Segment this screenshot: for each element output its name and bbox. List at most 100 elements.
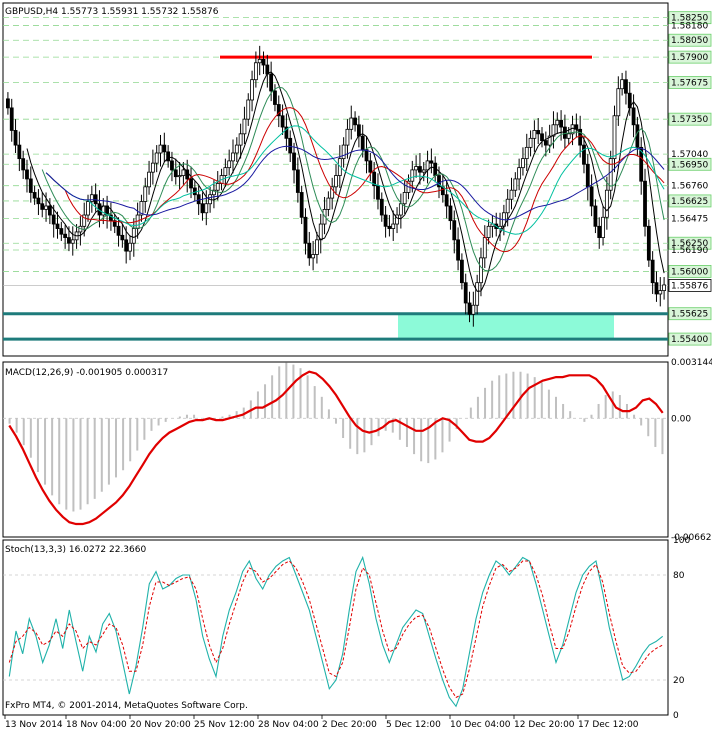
candle-body [307, 242, 312, 259]
stochastic-panel[interactable]: 100 80 20 0 [2, 536, 690, 721]
candle-body [601, 216, 605, 238]
candle-body [21, 158, 26, 171]
candle-body [330, 186, 335, 199]
candle-body [467, 302, 472, 315]
candle-body [280, 115, 285, 128]
candle-body [299, 192, 304, 218]
candle-body [315, 239, 319, 255]
candle-body [364, 149, 369, 162]
candle-body [47, 205, 52, 216]
time-label: 2 Dec 20:00 [322, 720, 377, 730]
candle-body [444, 194, 449, 207]
time-label: 25 Nov 12:00 [194, 720, 255, 730]
candle-body [452, 220, 457, 241]
price-tick-label: 1.55625 [671, 310, 708, 320]
candle-body [150, 162, 155, 173]
price-tick-box [668, 50, 712, 64]
candle-body [189, 178, 193, 189]
candle-body [379, 198, 384, 216]
candle-body [28, 178, 33, 193]
candle-body [650, 259, 655, 284]
price-tick-label: 1.56000 [671, 267, 708, 277]
candle-body [654, 282, 659, 295]
copyright-text: FxPro MT4, © 2001-2014, MetaQuotes Softw… [5, 701, 248, 711]
macd-panel[interactable]: 0.003144 0.00 -0.006627 [2, 358, 712, 543]
macd-plot-frame [2, 361, 669, 538]
candle-body [124, 239, 129, 252]
candle-body [250, 79, 254, 101]
macd-tick-label: -0.006627 [671, 533, 712, 543]
candle-body [253, 62, 258, 81]
candle-body [67, 237, 71, 244]
candle-body [170, 160, 174, 171]
price-tick-box [668, 307, 712, 321]
stochastic-tick-label: 80 [673, 571, 685, 581]
candle-body [391, 223, 396, 229]
candle-body [646, 225, 651, 261]
time-label: 20 Nov 20:00 [130, 720, 191, 730]
price-tick-label: 1.55400 [671, 335, 708, 345]
candle-body [509, 189, 514, 200]
candle-body [631, 107, 636, 126]
candle-body [589, 186, 594, 207]
candle-body [402, 192, 407, 205]
candle-body [269, 73, 274, 92]
candle-body [505, 198, 510, 214]
candle-body [559, 119, 563, 128]
candle-body [421, 169, 426, 173]
time-label: 17 Dec 12:00 [578, 720, 639, 730]
candle-body [227, 160, 232, 169]
candle-body [555, 119, 560, 126]
time-label: 13 Nov 2014 [5, 720, 63, 730]
candle-body [288, 137, 293, 154]
candle-body [616, 88, 621, 117]
support-zone [398, 313, 614, 340]
macd-title: MACD(12,26,9) -0.001905 0.000317 [5, 368, 168, 378]
candle-body [13, 130, 18, 146]
moving-average-line [45, 125, 665, 235]
candle-body [563, 126, 567, 139]
stochastic-signal-line [8, 560, 663, 699]
stochastic-main-line [8, 555, 664, 708]
candle-body [89, 194, 94, 202]
candle-body [261, 58, 266, 66]
candle-body [479, 257, 483, 284]
candle-body [456, 239, 460, 261]
candle-body [292, 152, 296, 171]
candle-body [658, 290, 663, 295]
candle-body [608, 158, 613, 191]
candle-body [246, 99, 251, 120]
candle-body [437, 175, 441, 188]
candle-body [238, 133, 243, 146]
candle-body [204, 203, 209, 214]
price-tick-box [668, 33, 712, 47]
candle-body [196, 194, 201, 205]
price-tick-label: 1.57040 [671, 150, 708, 160]
candle-body [93, 194, 98, 205]
price-tick-label: 1.57900 [671, 53, 708, 63]
candle-body [181, 169, 186, 176]
candle-body [44, 205, 48, 210]
candle-body [234, 144, 239, 154]
candle-body [551, 124, 556, 137]
candle-body [173, 169, 178, 178]
candle-body [582, 144, 586, 165]
price-tick-label: 1.56625 [671, 197, 708, 207]
candle-body [612, 115, 617, 160]
candle-body [513, 178, 518, 191]
candle-body [597, 225, 602, 238]
candle-body [345, 128, 350, 146]
candle-body [326, 197, 331, 210]
candle-body [368, 160, 373, 173]
candle-body [604, 189, 609, 218]
moving-average-line [45, 145, 665, 221]
candle-body [349, 117, 354, 130]
price-tick-label: 1.57675 [671, 79, 708, 89]
candle-body [543, 140, 548, 146]
price-tick-box [668, 194, 712, 208]
candle-body [376, 185, 380, 200]
candle-body [192, 187, 197, 196]
